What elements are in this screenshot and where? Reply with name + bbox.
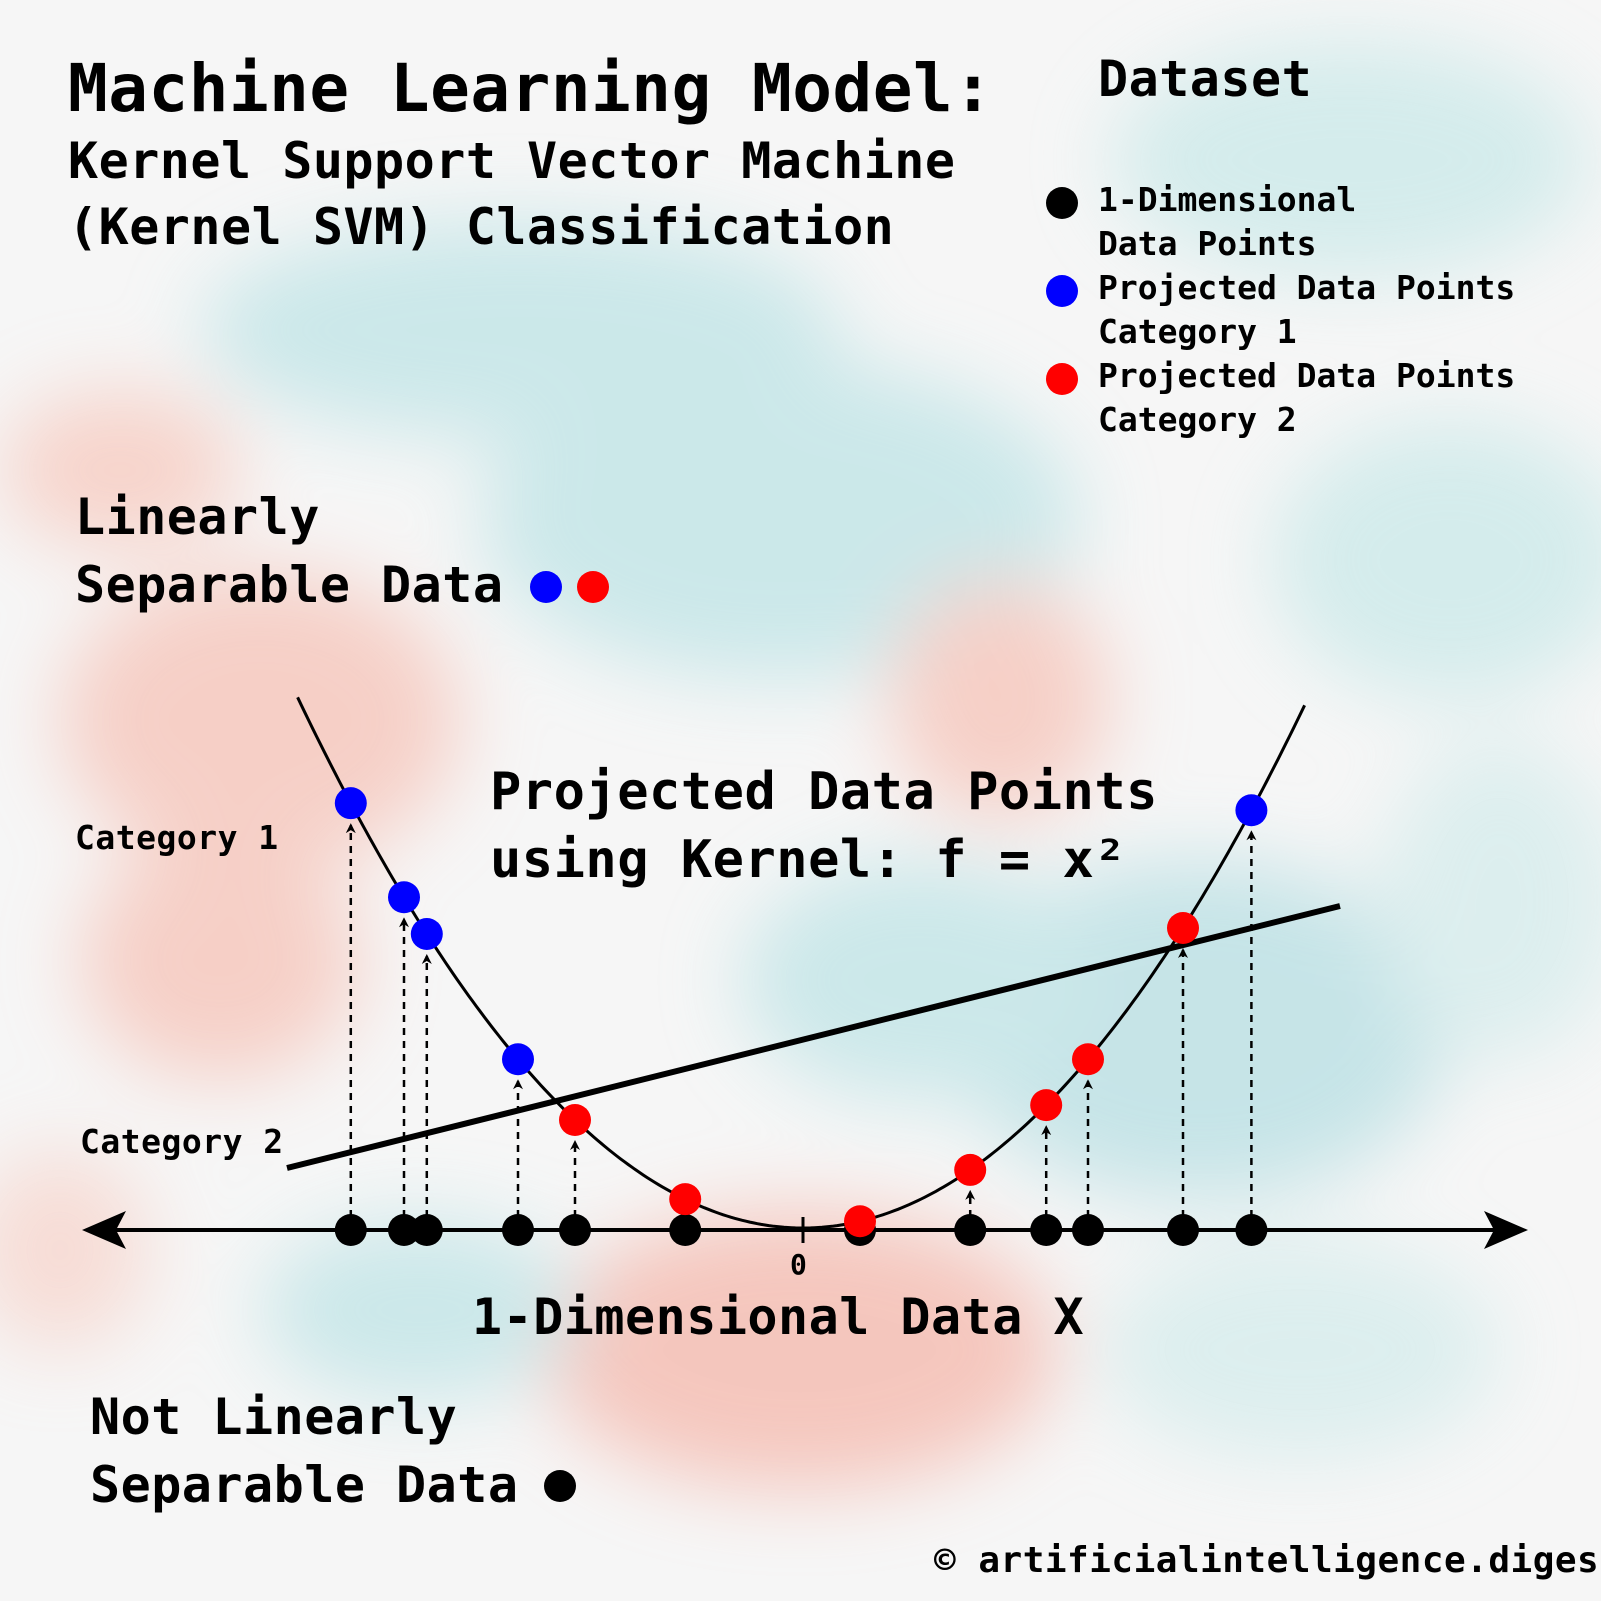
projection-label-line1: Projected Data Points bbox=[490, 762, 1158, 822]
legend-label-category-2-line2: Category 2 bbox=[1098, 400, 1297, 439]
x-axis-right-arrowhead bbox=[1484, 1211, 1528, 1249]
data-point bbox=[1030, 1214, 1063, 1246]
data-point bbox=[954, 1214, 987, 1246]
data-point bbox=[1235, 1214, 1268, 1246]
projected-point-category-1 bbox=[334, 787, 367, 820]
legend-label-category-1-line1: Projected Data Points bbox=[1098, 268, 1516, 307]
projection-arrows bbox=[345, 823, 1257, 1217]
projected-point-category-2 bbox=[844, 1205, 876, 1238]
data-point bbox=[1072, 1214, 1104, 1246]
subtitle-line-2: (Kernel SVM) Classification bbox=[68, 198, 895, 256]
not-linearly-separable-label-line1: Not Linearly bbox=[90, 1388, 458, 1446]
projected-point-category-2 bbox=[559, 1104, 591, 1136]
projected-point-category-2 bbox=[954, 1153, 987, 1186]
page-title: Machine Learning Model: bbox=[68, 50, 994, 127]
legend-dot-data-points bbox=[1046, 187, 1078, 219]
projected-point-category-1 bbox=[388, 881, 420, 914]
svm-decision-line bbox=[286, 903, 1341, 1171]
projected-point-category-1 bbox=[502, 1043, 534, 1076]
subtitle-line-1: Kernel Support Vector Machine bbox=[68, 132, 956, 190]
linearly-separable-blue-dot bbox=[530, 571, 562, 603]
x-axis-label: 1-Dimensional Data X bbox=[472, 1288, 1085, 1346]
projected-point-category-1 bbox=[410, 917, 443, 950]
legend-title: Dataset bbox=[1098, 50, 1313, 108]
category-1-label: Category 1 bbox=[75, 818, 279, 857]
linearly-separable-label-line1: Linearly bbox=[75, 488, 320, 546]
one-dimensional-data-points bbox=[334, 1214, 1268, 1246]
zero-tick-label: 0 bbox=[790, 1248, 808, 1281]
linearly-separable-label-line2: Separable Data bbox=[75, 556, 504, 614]
legend-label-category-2-line1: Projected Data Points bbox=[1098, 356, 1516, 395]
legend-label-data-points-line2: Data Points bbox=[1098, 224, 1317, 263]
data-point bbox=[410, 1214, 443, 1246]
copyright-credit: © artificialintelligence.digest bbox=[934, 1540, 1601, 1581]
data-point bbox=[559, 1214, 591, 1246]
not-linearly-separable-black-dot bbox=[544, 1470, 576, 1502]
projected-point-category-2 bbox=[1030, 1089, 1063, 1122]
x-axis-left-arrowhead bbox=[82, 1211, 126, 1249]
projected-point-category-1 bbox=[1235, 794, 1268, 827]
legend-dot-category-2 bbox=[1046, 363, 1078, 395]
data-point bbox=[669, 1214, 702, 1246]
projected-point-category-2 bbox=[1167, 912, 1199, 944]
data-point bbox=[334, 1214, 367, 1246]
projected-point-category-2 bbox=[1072, 1043, 1104, 1076]
category-2-label: Category 2 bbox=[80, 1122, 284, 1161]
legend-dot-category-1 bbox=[1046, 275, 1078, 307]
data-point bbox=[502, 1214, 534, 1246]
data-point bbox=[1167, 1214, 1199, 1246]
projected-data-points bbox=[334, 787, 1268, 1238]
projection-label-line2: using Kernel: f = x² bbox=[490, 830, 1127, 890]
linearly-separable-red-dot bbox=[577, 571, 609, 603]
legend-label-category-1-line2: Category 1 bbox=[1098, 312, 1297, 351]
data-point bbox=[388, 1214, 420, 1246]
legend-label-data-points-line1: 1-Dimensional bbox=[1098, 180, 1357, 219]
not-linearly-separable-label-line2: Separable Data bbox=[90, 1456, 519, 1514]
projected-point-category-2 bbox=[669, 1183, 702, 1216]
